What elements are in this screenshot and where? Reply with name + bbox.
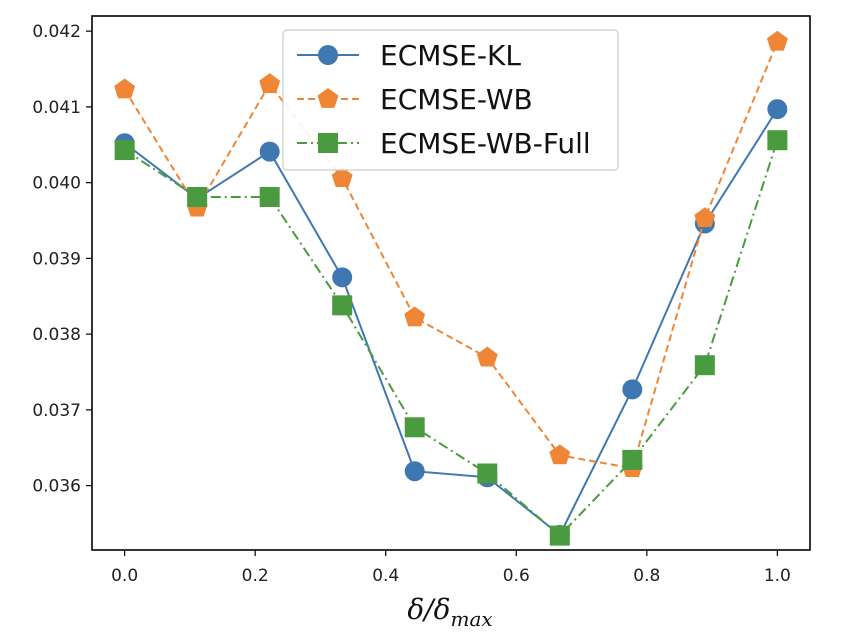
ticks-layer: 0.0 0.2 0.4 0.6 0.8 1.0 0.036 0.037 0.038 0.039 0.…	[32, 22, 791, 586]
legend-marker	[318, 133, 338, 153]
legend-label: ECMSE-WB	[380, 83, 533, 116]
x-tick-label: 0.2	[242, 566, 269, 586]
data-point	[259, 187, 280, 208]
data-point	[114, 140, 135, 161]
data-point	[766, 30, 788, 51]
series-line	[124, 108, 779, 537]
x-tick-label: 1.0	[764, 566, 791, 586]
data-point	[622, 379, 643, 400]
y-tick-label: 0.038	[32, 325, 81, 345]
x-tick-label: 0.4	[372, 566, 399, 586]
x-tick-label: 0.0	[111, 566, 138, 586]
plot-frame	[91, 15, 811, 551]
legend-label: ECMSE-KL	[380, 39, 521, 72]
data-point	[332, 295, 353, 316]
x-tick-label: 0.6	[503, 566, 530, 586]
legend-label: ECMSE-WB-Full	[380, 127, 591, 160]
x-axis-title-subscript: max	[450, 607, 492, 631]
series-line	[124, 139, 779, 537]
data-point	[477, 463, 498, 484]
legend-marker	[317, 88, 339, 108]
data-point	[549, 444, 571, 465]
series-layer	[114, 30, 788, 546]
data-point	[331, 167, 353, 187]
x-axis-title-main: δ/δ	[407, 593, 450, 626]
data-point	[259, 73, 281, 94]
series-line	[123, 41, 779, 470]
y-tick-label: 0.036	[32, 477, 81, 497]
data-point	[767, 130, 788, 151]
data-point	[549, 525, 570, 546]
legend: ECMSE-KL ECMSE-WB ECMSE-WB-Full	[282, 29, 619, 171]
series-ecmse-wb-full	[114, 130, 788, 546]
data-point	[476, 346, 498, 367]
data-point	[404, 417, 425, 438]
x-axis-title: δ/δmax	[407, 593, 492, 631]
y-tick-label: 0.037	[32, 401, 81, 421]
x-tick-label: 0.8	[633, 566, 660, 586]
y-tick-label: 0.041	[32, 98, 81, 118]
y-tick-label: 0.039	[32, 249, 81, 269]
data-point	[259, 141, 280, 162]
legend-marker	[318, 45, 338, 65]
data-point	[694, 355, 715, 376]
data-point	[404, 306, 426, 327]
data-point	[187, 187, 208, 208]
data-point	[622, 449, 643, 470]
y-tick-label: 0.040	[32, 174, 81, 194]
data-point	[404, 461, 425, 482]
y-tick-label: 0.042	[32, 22, 81, 42]
data-point	[332, 267, 353, 288]
data-point	[767, 99, 788, 120]
data-point	[114, 78, 136, 99]
data-point	[694, 207, 716, 228]
legend-box	[282, 29, 619, 171]
